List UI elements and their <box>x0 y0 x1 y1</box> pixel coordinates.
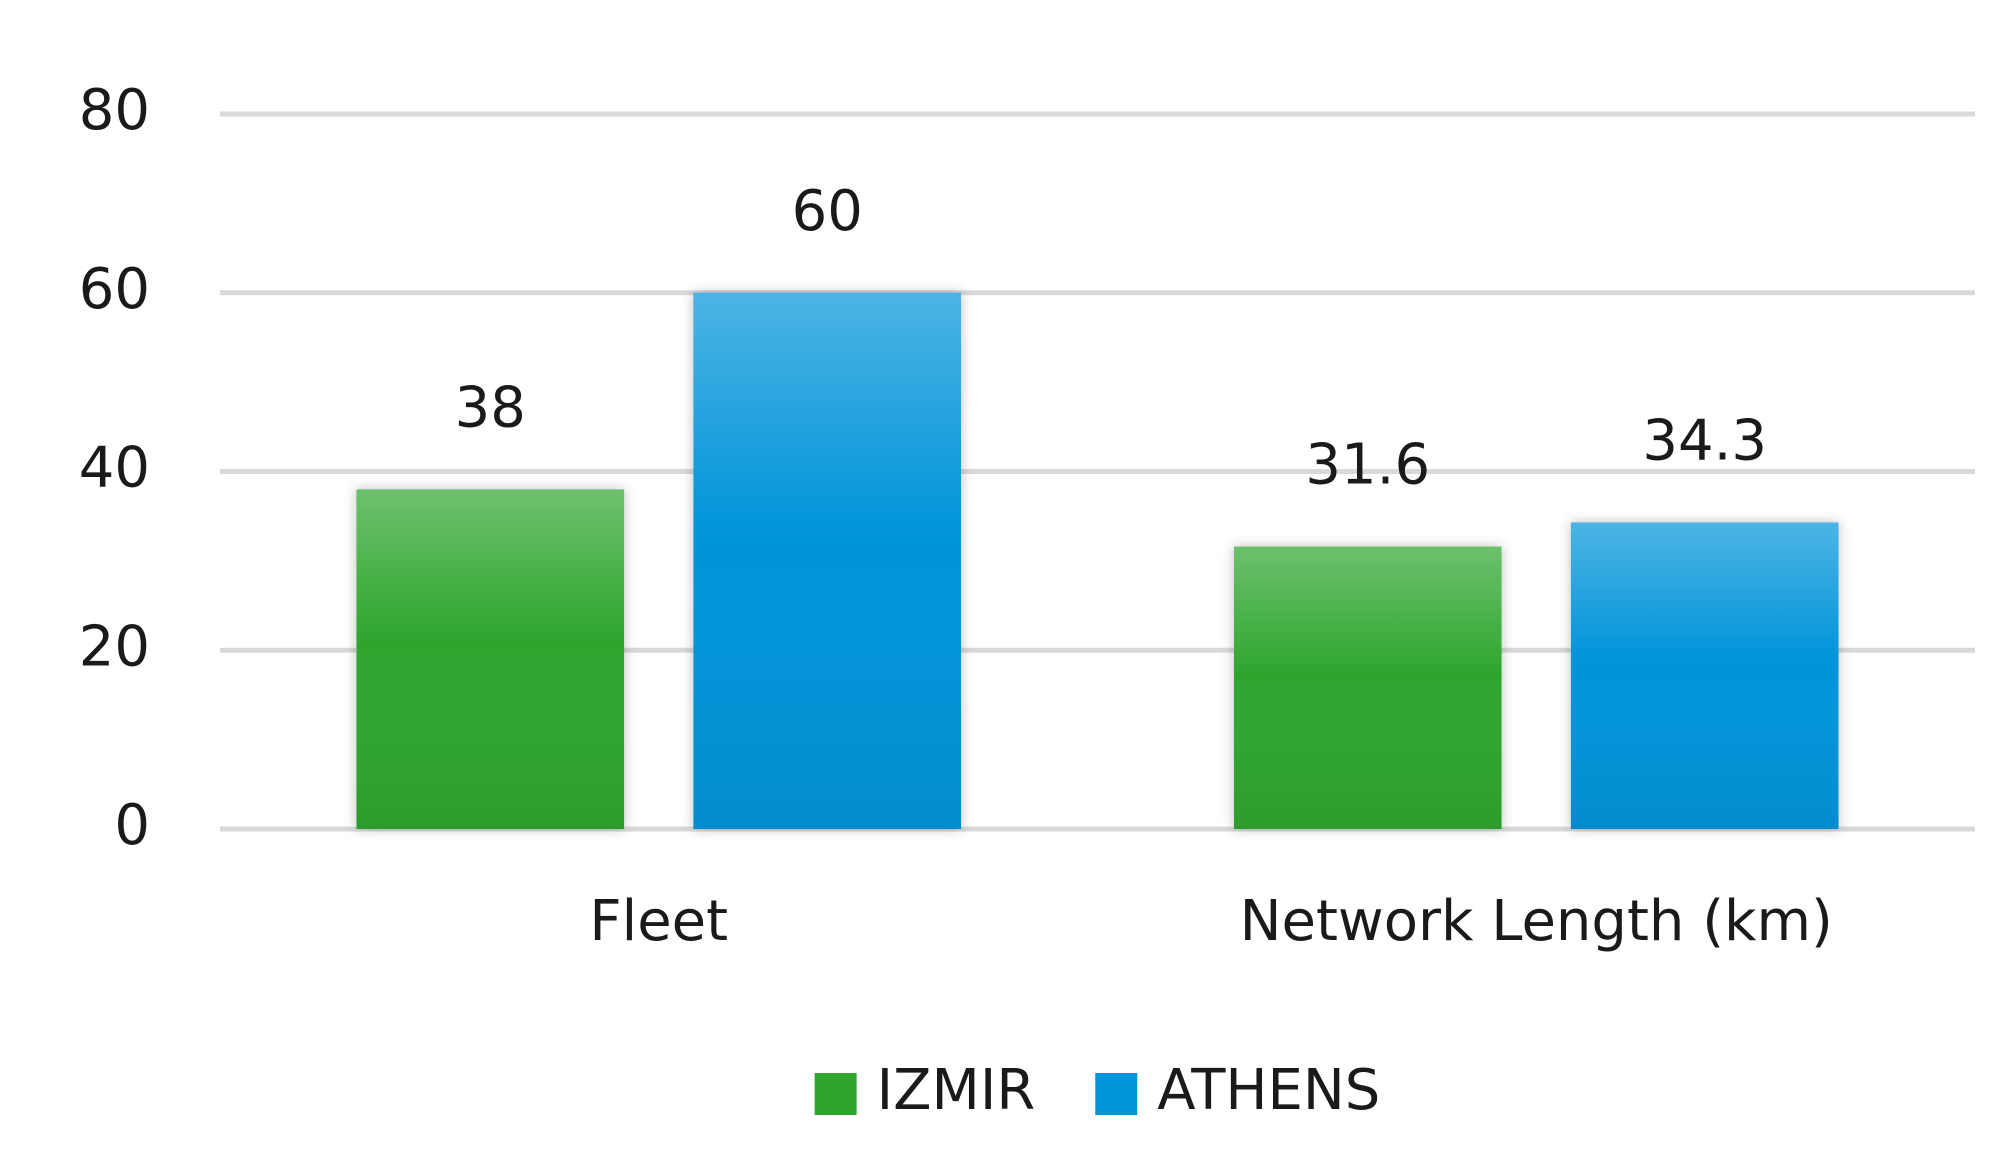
legend-swatch <box>1095 1073 1138 1115</box>
y-tick-label: 40 <box>79 436 150 501</box>
data-label: 34.3 <box>1642 409 1767 474</box>
legend-label: IZMIR <box>877 1058 1036 1123</box>
legend-label: ATHENS <box>1157 1058 1380 1123</box>
bar-sheen <box>356 489 625 829</box>
y-tick-label: 20 <box>79 614 150 679</box>
bar-sheen <box>693 292 962 829</box>
legend-swatch <box>814 1073 857 1115</box>
data-label: 31.6 <box>1305 433 1430 498</box>
y-tick-label: 80 <box>79 78 150 143</box>
x-tick-label: Network Length (km) <box>1240 889 1833 954</box>
y-tick-label: 60 <box>79 257 150 322</box>
data-label: 60 <box>792 179 863 244</box>
data-label: 38 <box>455 376 526 441</box>
bar-sheen <box>1570 522 1839 829</box>
x-tick-label: Fleet <box>589 889 728 954</box>
y-tick-label: 0 <box>114 793 150 858</box>
bar-sheen <box>1233 546 1502 829</box>
